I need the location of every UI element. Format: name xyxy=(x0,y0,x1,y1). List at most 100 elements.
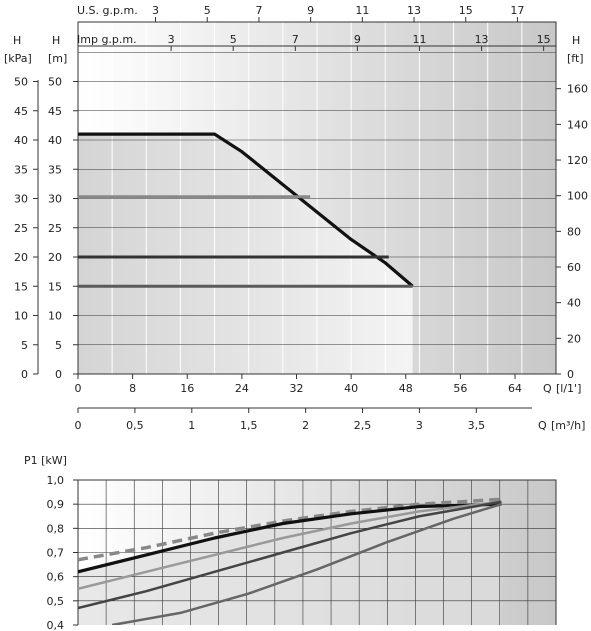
ft-tick-label: 60 xyxy=(567,261,581,274)
us-gpm-tick-label: 11 xyxy=(355,4,369,17)
m3h-tick-label: 3 xyxy=(416,419,423,432)
m-tick-label: 15 xyxy=(48,280,62,293)
m3h-tick-label: 3,5 xyxy=(468,419,486,432)
lmin-unit: [l/1'] xyxy=(556,382,581,395)
m-tick-label: 50 xyxy=(48,76,62,89)
m3h-tick-label: 1,5 xyxy=(240,419,258,432)
ft-tick-label: 40 xyxy=(567,297,581,310)
lmin-tick-label: 8 xyxy=(129,382,136,395)
m3h-ticks: 0 0,5 1 1,5 2 2,5 3 3,5 xyxy=(75,408,486,432)
lmin-tick-label: 32 xyxy=(290,382,304,395)
lmin-tick-label: 16 xyxy=(180,382,194,395)
lmin-tick-label: 24 xyxy=(235,382,249,395)
kpa-tick-label: 30 xyxy=(14,193,28,206)
us-gpm-tick-label: 15 xyxy=(459,4,473,17)
head-curve-1 xyxy=(78,132,414,288)
m3h-tick-label: 0,5 xyxy=(126,419,144,432)
p1-axis-unit: P1 [kW] xyxy=(24,454,67,467)
lmin-ticks: 0 8 16 24 32 40 48 56 64 xyxy=(75,374,522,395)
lmin-tick-label: 64 xyxy=(508,382,522,395)
ft-tick-label: 20 xyxy=(567,332,581,345)
m-tick-label: 45 xyxy=(48,105,62,118)
lmin-tick-label: 0 xyxy=(75,382,82,395)
us-gpm-tick-label: 17 xyxy=(510,4,524,17)
m-tick-label: 10 xyxy=(48,310,62,323)
kpa-tick-label: 50 xyxy=(14,76,28,89)
imp-gpm-label: Imp g.p.m. xyxy=(77,33,137,46)
imp-gpm-tick-label: 5 xyxy=(230,33,237,46)
kpa-tick-label: 35 xyxy=(14,163,28,176)
m3h-tick-label: 1 xyxy=(188,419,195,432)
kpa-ticks: 0 5 10 15 20 25 30 35 40 45 50 xyxy=(14,76,38,381)
power-curve-5 xyxy=(111,502,502,625)
q-lmin-letter: Q xyxy=(543,382,552,395)
us-gpm-tick-label: 9 xyxy=(307,4,314,17)
kpa-tick-label: 40 xyxy=(14,134,28,147)
head-series xyxy=(78,132,414,288)
kpa-tick-label: 5 xyxy=(21,339,28,352)
p1-tick-label: 0,8 xyxy=(47,522,65,535)
lmin-tick-label: 40 xyxy=(344,382,358,395)
p1-ticks: 1,0 0,9 0,8 0,7 0,6 0,5 0,4 xyxy=(47,474,78,631)
imp-gpm-tick-label: 9 xyxy=(354,33,361,46)
m-tick-label: 35 xyxy=(48,163,62,176)
kpa-tick-label: 0 xyxy=(21,368,28,381)
power-area xyxy=(78,504,502,625)
kpa-tick-label: 25 xyxy=(14,222,28,235)
imp-gpm-tick-label: 3 xyxy=(168,33,175,46)
power-curve-2 xyxy=(78,502,502,574)
ft-tick-label: 100 xyxy=(567,190,588,203)
us-gpm-tick-label: 3 xyxy=(152,4,159,17)
m-tick-label: 20 xyxy=(48,251,62,264)
p1-tick-label: 1,0 xyxy=(47,474,65,487)
p1-tick-label: 0,9 xyxy=(47,498,65,511)
imp-gpm-ticks: 3 5 7 9 11 13 15 xyxy=(168,33,551,51)
m3h-unit: [m³/h] xyxy=(551,419,585,432)
power-curve-4 xyxy=(78,500,502,610)
p1-tick-label: 0,5 xyxy=(47,595,65,608)
m-tick-label: 25 xyxy=(48,222,62,235)
m-tick-label: 30 xyxy=(48,193,62,206)
imp-gpm-tick-label: 13 xyxy=(475,33,489,46)
kpa-tick-label: 20 xyxy=(14,251,28,264)
operating-area xyxy=(78,134,413,374)
imp-gpm-tick-label: 7 xyxy=(292,33,299,46)
ft-tick-label: 80 xyxy=(567,225,581,238)
power-chart: P1 [kW] 1,0 0,9 0,8 0,7 0,6 0,5 0,4 xyxy=(24,454,557,631)
power-curve-3 xyxy=(78,500,502,590)
power-series xyxy=(78,497,502,625)
p1-tick-label: 0,4 xyxy=(47,619,65,631)
us-gpm-label: U.S. g.p.m. xyxy=(77,4,138,17)
kpa-tick-label: 15 xyxy=(14,280,28,293)
m-tick-label: 0 xyxy=(55,368,62,381)
p1-tick-label: 0,6 xyxy=(47,571,65,584)
m-axis-letter: H xyxy=(52,34,60,47)
m3h-tick-label: 0 xyxy=(75,419,82,432)
m-ticks: 0 5 10 15 20 25 30 35 40 45 50 xyxy=(48,76,78,381)
kpa-axis-letter: H xyxy=(13,34,21,47)
us-gpm-ticks: 3 5 7 9 11 13 15 17 xyxy=(152,4,524,22)
ft-tick-label: 140 xyxy=(567,118,588,131)
lmin-tick-label: 48 xyxy=(399,382,413,395)
m3h-tick-label: 2 xyxy=(302,419,309,432)
m3h-tick-label: 2,5 xyxy=(354,419,372,432)
p1-tick-label: 0,7 xyxy=(47,547,65,560)
ft-axis-unit: [ft] xyxy=(567,52,584,65)
ft-tick-label: 0 xyxy=(567,368,574,381)
lmin-tick-label: 56 xyxy=(453,382,467,395)
kpa-axis-unit: [kPa] xyxy=(4,52,32,65)
us-gpm-tick-label: 7 xyxy=(255,4,262,17)
us-gpm-tick-label: 13 xyxy=(407,4,421,17)
imp-gpm-tick-label: 15 xyxy=(537,33,551,46)
head-grid xyxy=(78,22,556,374)
m-axis-unit: [m] xyxy=(48,52,67,65)
ft-ticks: 0 20 40 60 80 100 120 140 160 xyxy=(556,83,588,381)
m-tick-label: 5 xyxy=(55,339,62,352)
q-m3h-letter: Q xyxy=(538,419,547,432)
power-curve-1 xyxy=(78,497,502,562)
ft-tick-label: 120 xyxy=(567,154,588,167)
ft-tick-label: 160 xyxy=(567,83,588,96)
kpa-tick-label: 10 xyxy=(14,310,28,323)
